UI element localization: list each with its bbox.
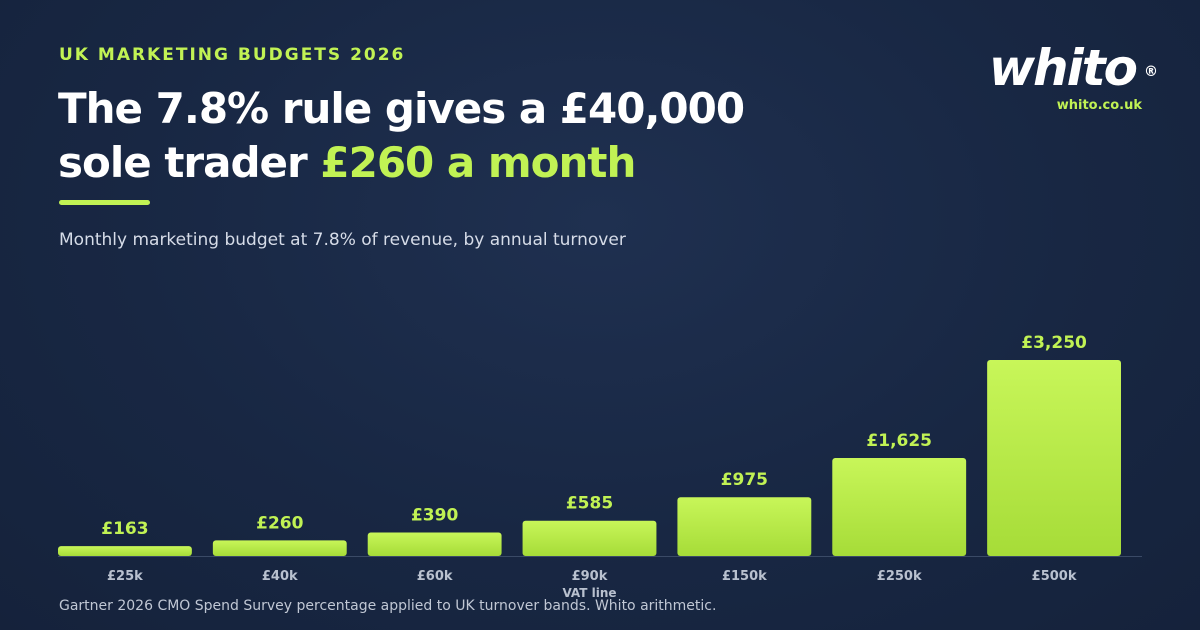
source-footnote: Gartner 2026 CMO Spend Survey percentage… [59, 598, 717, 614]
data-label: £390 [411, 505, 458, 525]
x-tick-label: £90k [572, 569, 608, 584]
brand-url[interactable]: whito.co.uk [1056, 98, 1142, 113]
bar-£500k [987, 360, 1121, 556]
x-tick-label: £150k [722, 569, 767, 584]
data-label: £260 [256, 513, 303, 533]
logo-name: whito [988, 39, 1138, 97]
logo-wordmark: whito ® [988, 39, 1158, 97]
registered-mark: ® [1144, 64, 1158, 80]
x-tick-label: £25k [107, 569, 143, 584]
data-label: £3,250 [1021, 333, 1087, 353]
chart-subtitle: Monthly marketing budget at 7.8% of reve… [59, 230, 626, 250]
brand-logo[interactable]: whito ® whito.co.uk [988, 39, 1158, 113]
data-label: £585 [566, 494, 613, 514]
headline-highlight: £260 a month [320, 138, 636, 187]
x-tick-label: £500k [1032, 569, 1077, 584]
headline-text: The 7.8% rule gives a £40,000 sole trade… [58, 84, 745, 187]
bar-£90k [522, 520, 657, 556]
headline: The 7.8% rule gives a £40,000 sole trade… [58, 82, 818, 190]
eyebrow-label: UK MARKETING BUDGETS 2026 [59, 45, 406, 65]
bar-£25k [58, 546, 192, 556]
bar-£250k [832, 458, 967, 556]
bar-£60k [367, 532, 502, 556]
data-label: £975 [721, 470, 768, 490]
bar-£40k [212, 540, 347, 556]
x-tick-label: £60k [417, 569, 453, 584]
data-label: £1,625 [866, 431, 932, 451]
accent-rule [59, 200, 150, 205]
x-tick-label: £250k [877, 569, 922, 584]
bar-£150k [677, 497, 812, 556]
x-tick-label: £40k [262, 569, 298, 584]
vat-line-annotation: VAT line [562, 586, 616, 600]
data-label: £163 [101, 519, 148, 539]
